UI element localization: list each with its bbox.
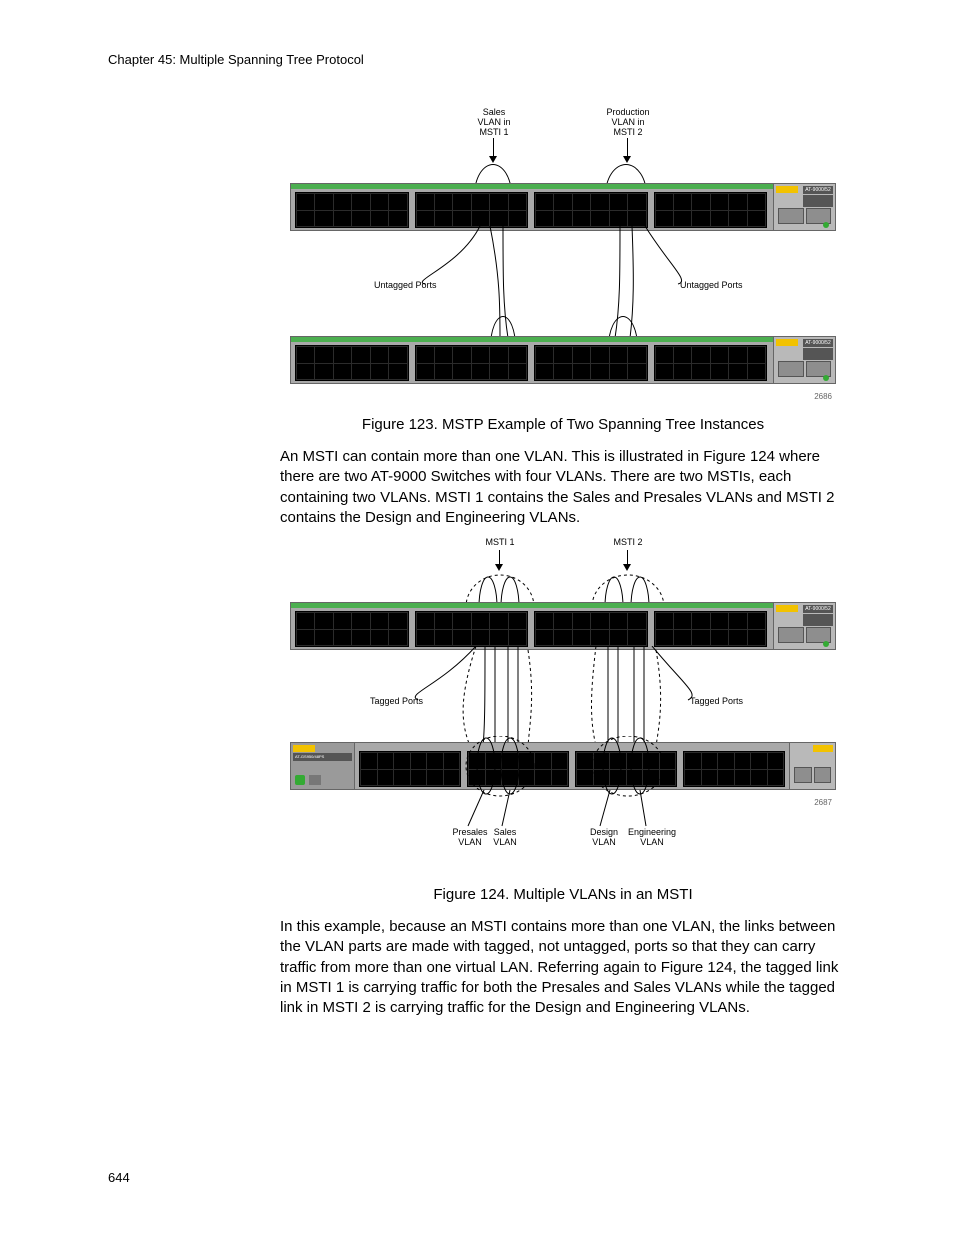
console-port	[309, 775, 321, 785]
label-design-vlan: Design VLAN	[586, 828, 622, 848]
arrow-line	[627, 550, 628, 564]
figure-123-diagram: Sales VLAN in MSTI 1 Production VLAN in …	[290, 108, 836, 408]
label-sales-vlan: Sales VLAN	[490, 828, 520, 848]
page-number: 644	[108, 1170, 130, 1185]
switch-info-panel: AT-9000/52	[773, 337, 835, 383]
network-switch: AT-9000/52	[290, 336, 836, 384]
info-panel	[803, 348, 833, 360]
label-engineering-vlan: Engineering VLAN	[624, 828, 680, 848]
paragraph-1: An MSTI can contain more than one VLAN. …	[280, 447, 846, 528]
switch-info-panel: AT-9000/52	[773, 184, 835, 230]
info-panel	[803, 195, 833, 207]
model-badge: AT-9000/52	[803, 339, 833, 347]
label-production-vlan: Production VLAN in MSTI 2	[603, 108, 653, 138]
green-dot	[531, 603, 537, 608]
arrow-line	[627, 138, 628, 156]
yellow-badge	[813, 745, 833, 752]
network-switch: AT-9000/52	[290, 602, 836, 650]
label-untagged-right: Untagged Ports	[680, 280, 743, 290]
yellow-badge	[776, 339, 798, 346]
page-header: Chapter 45: Multiple Spanning Tree Proto…	[108, 52, 364, 67]
led-icon	[823, 641, 829, 647]
switch-admin-panel: AT-GS950/48PS	[291, 743, 355, 789]
arrow-down-icon	[489, 156, 497, 163]
network-switch: AT-9000/52	[290, 183, 836, 231]
figure-124-diagram: MSTI 1 MSTI 2	[290, 538, 836, 878]
label-msti2: MSTI 2	[608, 538, 648, 548]
switch-led-strip	[291, 337, 773, 342]
yellow-badge	[293, 745, 315, 752]
model-badge: AT-GS950/48PS	[293, 753, 352, 761]
switch-led-strip	[291, 184, 773, 189]
figure-123-block: Sales VLAN in MSTI 1 Production VLAN in …	[280, 108, 846, 433]
label-tagged-left: Tagged Ports	[370, 696, 423, 706]
yellow-badge	[776, 605, 798, 612]
yellow-badge	[776, 186, 798, 193]
label-sales-vlan: Sales VLAN in MSTI 1	[473, 108, 515, 138]
arrow-down-icon	[623, 156, 631, 163]
image-id-label: 2687	[814, 798, 832, 807]
label-untagged-left: Untagged Ports	[374, 280, 437, 290]
content-column: Sales VLAN in MSTI 1 Production VLAN in …	[280, 100, 846, 1018]
arrow-down-icon	[495, 564, 503, 571]
model-badge: AT-9000/52	[803, 605, 833, 613]
switch-sfp-panel	[789, 743, 835, 789]
switch-ports	[359, 751, 785, 787]
arrow-line	[499, 550, 500, 564]
figure-124-caption: Figure 124. Multiple VLANs in an MSTI	[280, 886, 846, 903]
figure-123-caption: Figure 123. MSTP Example of Two Spanning…	[280, 416, 846, 433]
info-panel	[803, 614, 833, 626]
label-tagged-right: Tagged Ports	[690, 696, 743, 706]
figure-124-block: MSTI 1 MSTI 2	[280, 538, 846, 903]
switch-ports	[295, 611, 767, 647]
led-icon	[823, 222, 829, 228]
image-id-label: 2686	[814, 392, 832, 401]
led-icon	[823, 375, 829, 381]
arrow-down-icon	[623, 564, 631, 571]
label-msti1: MSTI 1	[480, 538, 520, 548]
arrow-line	[493, 138, 494, 156]
led-icon	[295, 775, 305, 785]
switch-ports	[295, 345, 767, 381]
switch-ports	[295, 192, 767, 228]
label-presales-vlan: Presales VLAN	[450, 828, 490, 848]
switch-info-panel: AT-9000/52	[773, 603, 835, 649]
connections-svg	[290, 226, 836, 346]
network-switch-poe: AT-GS950/48PS	[290, 742, 836, 790]
paragraph-2: In this example, because an MSTI contain…	[280, 917, 846, 1018]
model-badge: AT-9000/52	[803, 186, 833, 194]
